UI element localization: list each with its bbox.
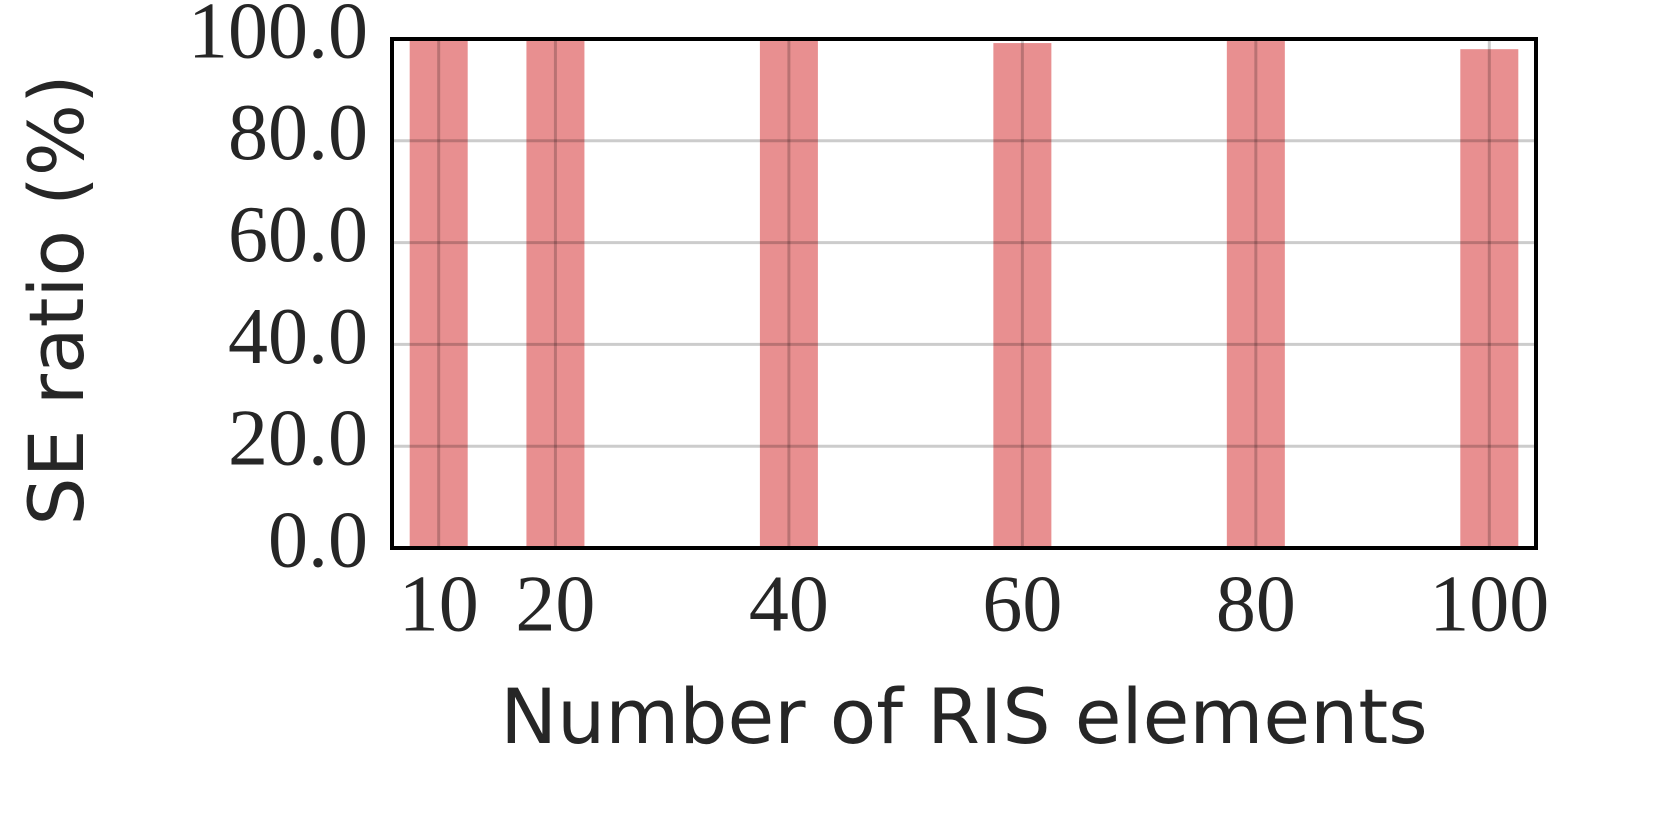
bar	[1460, 49, 1519, 549]
bar	[1226, 41, 1285, 548]
x-axis-label: Number of RIS elements	[500, 672, 1427, 761]
y-tick-label: 100.0	[188, 0, 368, 75]
plot-frame	[390, 37, 1538, 550]
y-tick-label: 60.0	[228, 191, 368, 279]
bar	[526, 39, 585, 548]
y-tick-label: 20.0	[228, 395, 368, 483]
x-tick-label: 10	[399, 560, 479, 648]
y-axis-label: SE ratio (%)	[12, 74, 101, 525]
bar	[759, 39, 818, 548]
x-tick-label: 40	[749, 560, 829, 648]
x-tick-label: 60	[982, 560, 1062, 648]
x-tick-label: 100	[1429, 560, 1549, 648]
bar	[409, 39, 468, 548]
y-tick-label: 80.0	[228, 89, 368, 177]
x-tick-label: 20	[515, 560, 595, 648]
y-tick-label: 40.0	[228, 293, 368, 381]
x-tick-label: 80	[1216, 560, 1296, 648]
y-tick-label: 0.0	[268, 496, 368, 584]
bar	[993, 43, 1052, 549]
